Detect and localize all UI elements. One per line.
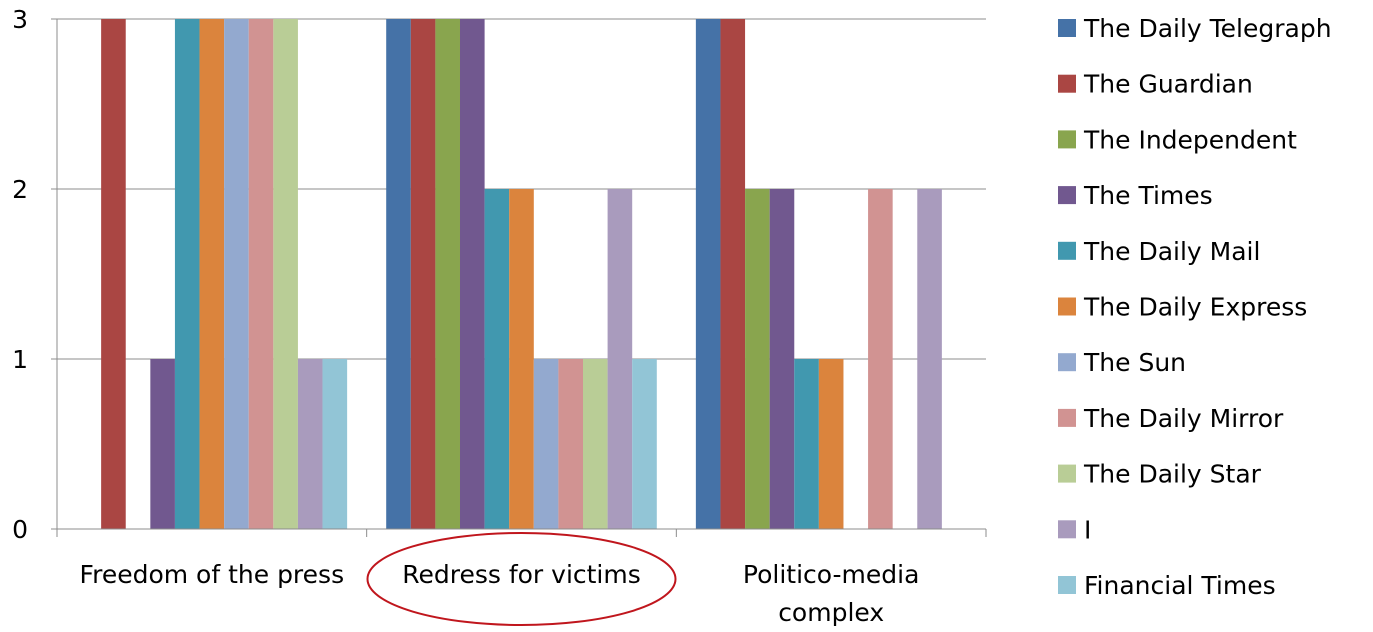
legend-label: The Daily Telegraph [1083,14,1332,43]
legend-label: The Daily Mirror [1083,404,1284,433]
bar [410,19,436,529]
legend-label: I [1084,515,1091,544]
bar [435,19,460,529]
legend-swatch [1058,353,1076,372]
highlight-ellipse [366,532,677,626]
bar [868,189,893,529]
bar [607,189,633,529]
bar [101,19,126,529]
bar [533,359,559,529]
legend-swatch [1058,576,1076,594]
bar [695,19,721,529]
legend-swatch [1058,241,1076,260]
legend-swatch [1058,520,1076,539]
bar [386,19,411,529]
bars [101,19,942,529]
bar [322,359,348,529]
bar [199,19,225,529]
y-tick-label: 2 [12,175,28,204]
legend-swatch [1058,408,1076,427]
bar [224,19,249,529]
y-tick-label: 3 [12,5,28,34]
bar [297,359,323,529]
legend-swatch [1058,19,1076,37]
bar [769,189,795,529]
y-tick-label: 0 [12,515,28,544]
y-tick-label: 1 [12,345,28,374]
bar [632,359,657,529]
legend-swatch [1058,186,1076,205]
legend-swatch [1058,130,1076,149]
legend-swatch [1058,464,1076,483]
bar [460,19,485,529]
legend-swatch [1058,74,1076,93]
legend-label: The Independent [1083,125,1297,154]
bar [248,19,274,529]
bar [174,19,200,529]
bar [583,359,608,529]
bar [794,359,819,529]
legend-label: The Daily Mail [1083,237,1260,266]
axes [51,18,987,537]
legend-label: The Daily Express [1083,293,1307,322]
legend-label: The Daily Star [1083,460,1262,489]
bar [558,359,583,529]
bar [745,189,770,529]
legend-swatch [1058,297,1076,316]
x-category-label: Redress for victims [402,560,641,589]
legend-label: Financial Times [1084,571,1276,600]
bar [509,189,534,529]
legend-label: The Times [1083,181,1213,210]
x-category-labels: Freedom of the press Redress for victims P… [80,532,920,627]
legend-label: The Sun [1083,348,1186,377]
x-category-label: Politico-media complex [743,560,920,627]
bar [917,189,942,529]
bar [273,19,298,529]
legend-label: The Guardian [1083,70,1253,99]
bar [150,359,175,529]
bar [484,189,510,529]
y-tick-labels: 0 1 2 3 [12,5,28,544]
bar [818,359,844,529]
x-category-label: Freedom of the press [80,560,345,589]
legend: The Daily Telegraph The Guardian The Indep… [1058,14,1332,600]
bar [720,19,746,529]
